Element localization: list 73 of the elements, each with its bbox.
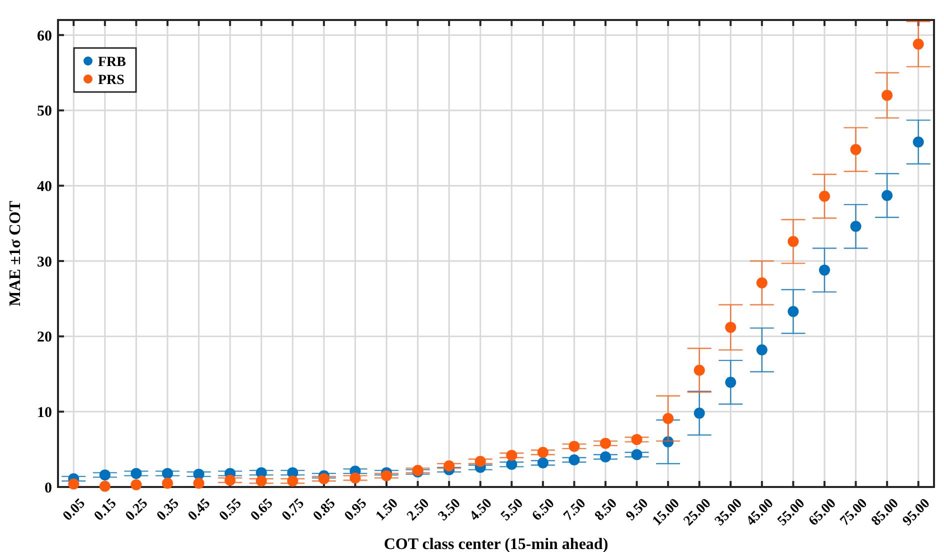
point xyxy=(474,456,486,467)
x-tick-label: 0.75 xyxy=(279,496,308,524)
x-tick-label: 0.35 xyxy=(154,496,182,524)
x-tick-label: 3.50 xyxy=(436,496,464,524)
point xyxy=(725,322,736,333)
point xyxy=(318,473,330,484)
y-tick-label: 10 xyxy=(37,404,52,421)
x-tick-label: 4.50 xyxy=(467,496,496,524)
point xyxy=(694,408,705,419)
x-tick-label: 0.05 xyxy=(60,496,88,524)
point xyxy=(350,472,361,484)
point xyxy=(882,90,893,101)
point xyxy=(725,376,736,388)
point xyxy=(600,451,611,462)
point xyxy=(99,469,110,480)
point xyxy=(756,277,768,288)
point xyxy=(287,475,298,486)
x-tick-label: 7.50 xyxy=(561,496,589,524)
point xyxy=(631,434,642,446)
point xyxy=(68,478,80,490)
point xyxy=(600,438,611,449)
point xyxy=(444,460,455,472)
x-tick-label: 0.85 xyxy=(310,496,339,524)
point xyxy=(224,474,236,486)
point xyxy=(662,412,674,424)
y-tick-label: 40 xyxy=(37,178,52,195)
y-tick-label: 0 xyxy=(44,480,52,496)
point xyxy=(537,457,548,468)
point xyxy=(568,440,580,452)
y-tick-label: 20 xyxy=(37,330,52,346)
x-tick-label: 0.65 xyxy=(248,496,276,524)
x-tick-label: 1.50 xyxy=(373,496,402,524)
point xyxy=(506,458,518,470)
point xyxy=(162,468,173,479)
x-tick-label: 8.50 xyxy=(592,496,620,524)
x-tick-label: 0.25 xyxy=(123,496,151,524)
point xyxy=(882,190,893,201)
x-tick-label: 9.50 xyxy=(624,496,652,524)
point xyxy=(850,144,862,156)
x-tick-label: 5.50 xyxy=(498,496,526,524)
legend-label: FRB xyxy=(98,54,126,70)
x-tick-label: 0.95 xyxy=(342,496,370,524)
point xyxy=(912,136,924,148)
x-tick-label: 6.50 xyxy=(530,496,558,524)
x-tick-label: 0.55 xyxy=(216,496,245,524)
y-tick-label: 30 xyxy=(37,254,52,270)
point xyxy=(819,190,830,202)
point xyxy=(130,479,142,490)
legend-label: PRS xyxy=(98,72,125,88)
point xyxy=(850,220,862,232)
point xyxy=(568,454,580,466)
point xyxy=(381,470,392,482)
point xyxy=(506,450,518,461)
point xyxy=(193,468,204,480)
point xyxy=(631,449,642,460)
point xyxy=(162,478,173,489)
x-tick-label: 2.50 xyxy=(404,496,433,524)
point xyxy=(912,38,924,50)
point xyxy=(130,468,142,479)
x-tick-label: 0.15 xyxy=(92,496,120,524)
point xyxy=(537,446,548,458)
point xyxy=(99,480,110,492)
y-tick-label: 50 xyxy=(37,104,52,120)
x-tick-label: 0.45 xyxy=(186,496,214,524)
point xyxy=(788,236,799,247)
y-axis-title: MAE ±1σ COT xyxy=(7,200,24,306)
point xyxy=(819,264,830,276)
point xyxy=(193,478,204,489)
point xyxy=(256,475,267,486)
point xyxy=(756,344,768,356)
point xyxy=(694,364,705,376)
point xyxy=(788,306,799,317)
y-tick-label: 60 xyxy=(37,28,52,44)
